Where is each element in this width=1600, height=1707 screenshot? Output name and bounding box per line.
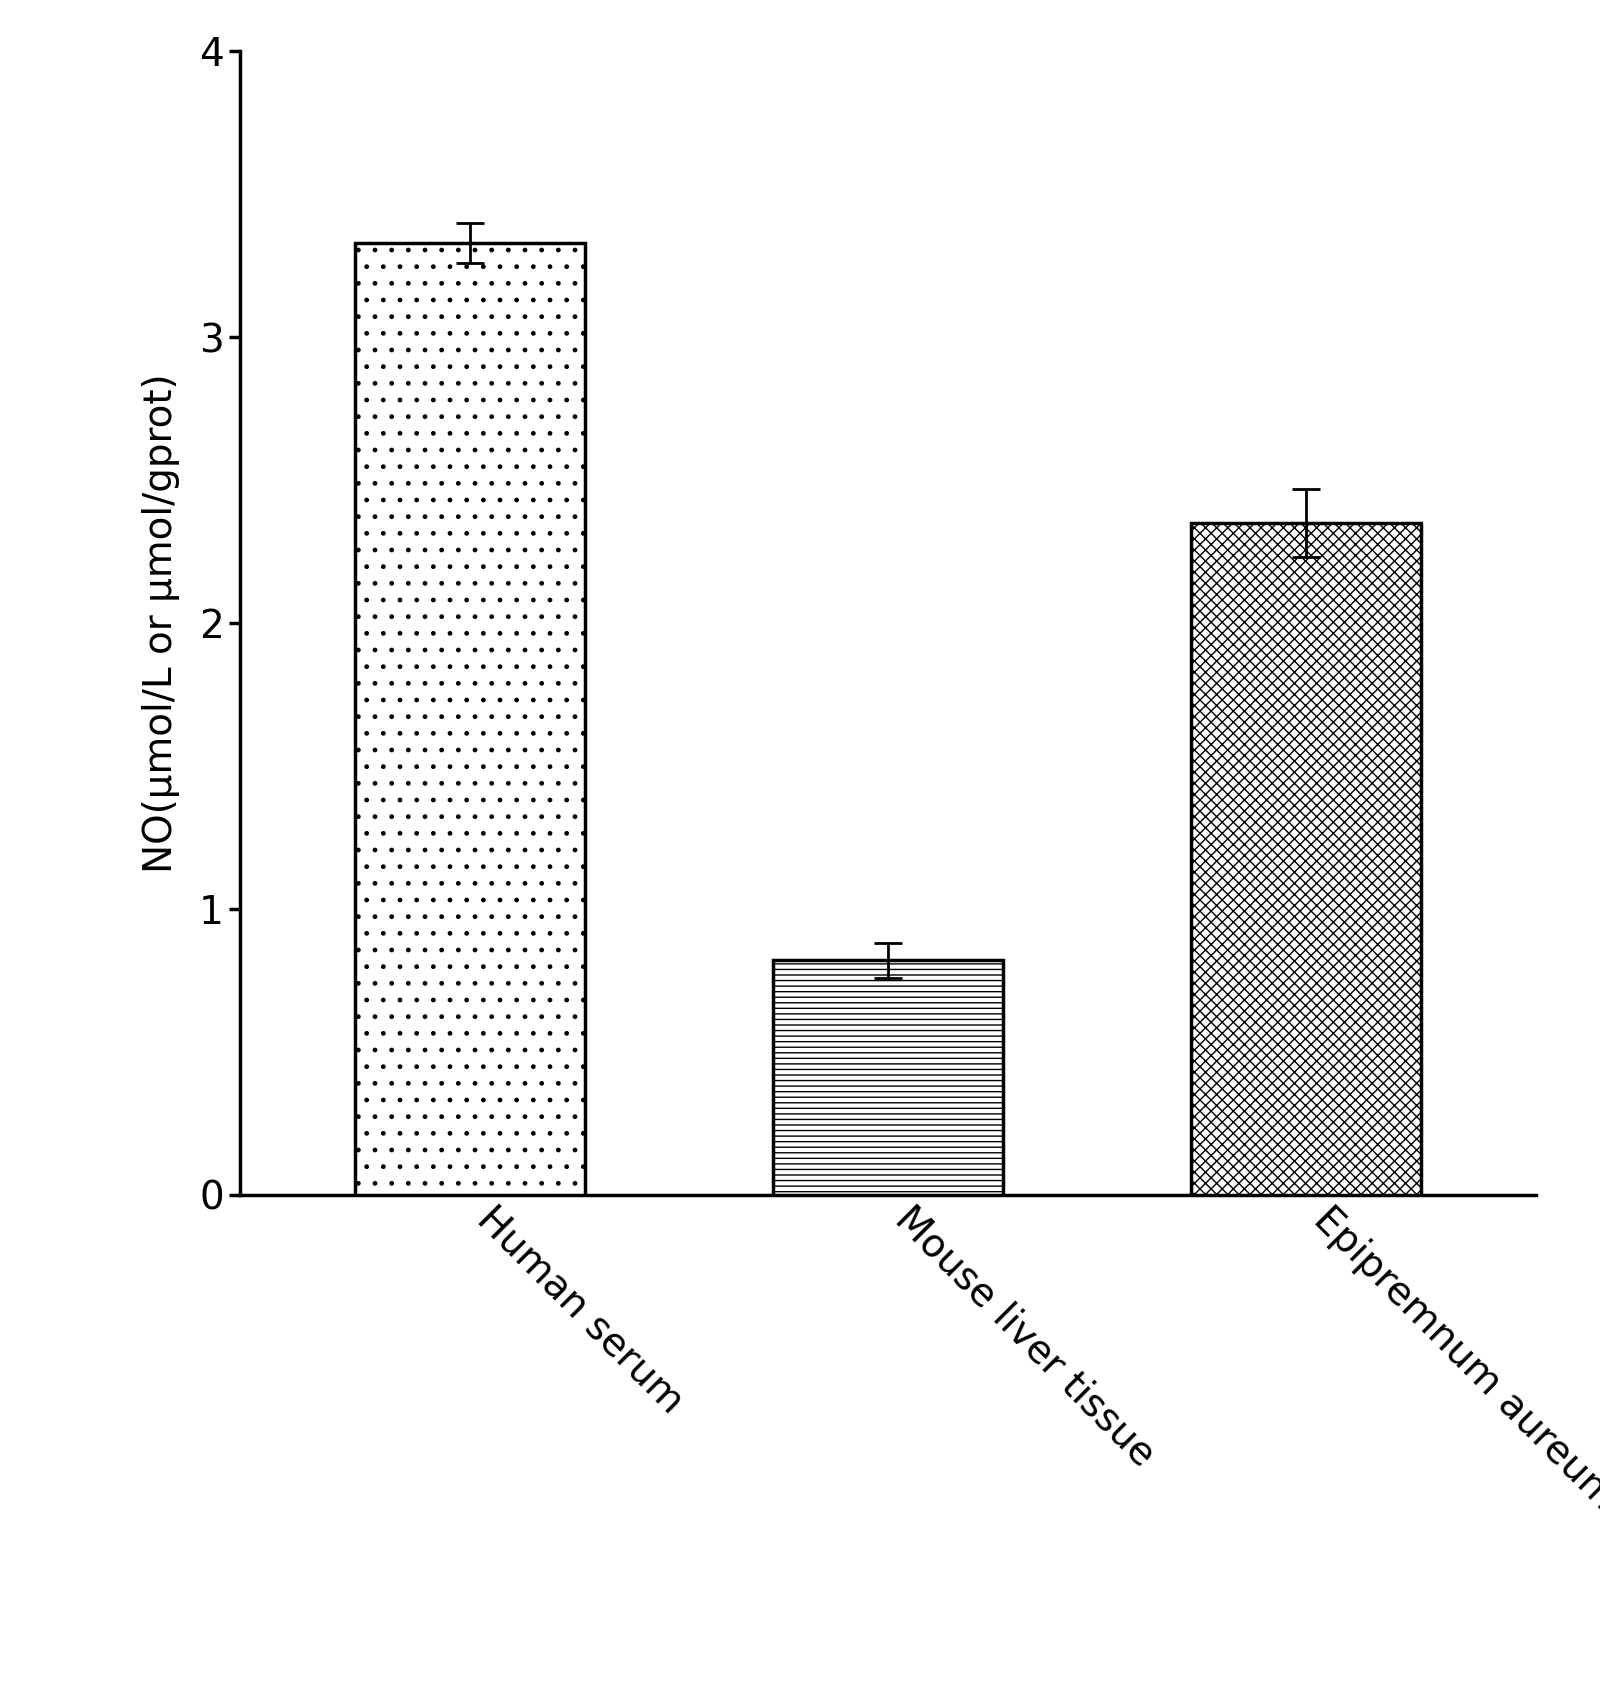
Bar [1190, 522, 1421, 1195]
Bar [355, 242, 586, 1195]
Bar [773, 961, 1003, 1195]
Y-axis label: NO(μmol/L or μmol/gprot): NO(μmol/L or μmol/gprot) [142, 374, 179, 872]
